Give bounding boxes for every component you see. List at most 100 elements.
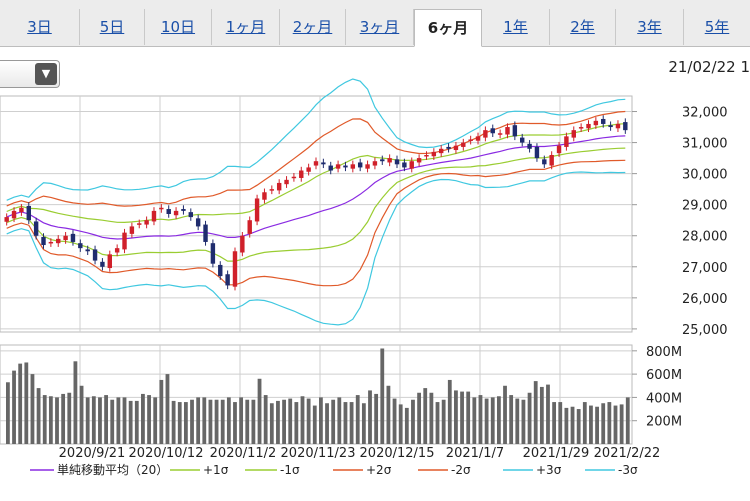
candle-body (284, 179, 289, 185)
candle-body (107, 254, 112, 269)
candle-body (100, 261, 105, 267)
volume-bar (312, 405, 317, 444)
candle-body (306, 167, 311, 172)
tab-2-years[interactable]: 2年 (550, 9, 616, 45)
tab-3-months[interactable]: 3ヶ月 (346, 9, 414, 45)
candle-body (623, 122, 628, 131)
price-tick-label: 26,000 (682, 292, 728, 307)
volume-bar (196, 397, 201, 444)
volume-bar (257, 378, 262, 444)
legend-label: +2σ (366, 463, 392, 477)
candle-body (549, 155, 554, 166)
price-plot-frame (0, 95, 633, 333)
candle-body (350, 164, 356, 169)
candle-body (601, 118, 606, 124)
indicator-select[interactable]: ▼ (0, 60, 60, 88)
volume-bar (521, 399, 526, 444)
volume-bar (582, 402, 587, 444)
legend-label: -3σ (618, 463, 638, 477)
volume-bar (386, 385, 391, 444)
candlesticks (4, 115, 628, 291)
tab-1-year[interactable]: 1年 (482, 9, 550, 45)
candle-body (424, 155, 429, 157)
legend-label: -2σ (451, 463, 471, 477)
volume-bar (183, 402, 188, 444)
candle-body (218, 264, 223, 277)
volume-bar (484, 398, 489, 444)
volume-bar (239, 397, 244, 444)
volume-bar (18, 363, 23, 444)
volume-bar (380, 348, 385, 444)
volume-bar (361, 403, 366, 444)
candle-body (468, 139, 473, 141)
legend-label: +3σ (536, 463, 562, 477)
tab-3-days[interactable]: 3日 (0, 9, 80, 45)
candle-body (240, 235, 245, 253)
tab-3-years[interactable]: 3年 (616, 9, 684, 45)
candle-body (122, 232, 127, 250)
date-tick-label: 2020/9/21 (59, 446, 126, 461)
candle-body (578, 127, 584, 129)
tab-10-days[interactable]: 10日 (145, 9, 212, 45)
volume-bar (435, 402, 440, 444)
volume-bar (496, 396, 501, 444)
date-tick-label: 2020/11/23 (281, 446, 356, 461)
volume-bar (30, 374, 35, 444)
volume-bar (601, 403, 606, 444)
volume-bar (515, 398, 520, 444)
tab-5-days[interactable]: 5日 (80, 9, 145, 45)
candle-body (343, 165, 348, 168)
date-tick-label: 2021/2/22 (594, 446, 661, 461)
tab-2-months[interactable]: 2ヶ月 (280, 9, 346, 45)
date-tick-label: 2020/12/15 (360, 446, 435, 461)
volume-bar (576, 409, 581, 444)
volume-bar (165, 374, 170, 444)
volume-bar (269, 403, 274, 444)
plus-3-sigma-line (6, 78, 626, 201)
price-tick-label: 31,000 (682, 137, 728, 152)
candle-body (461, 142, 466, 147)
volume-bar (306, 398, 311, 444)
volume-bar (564, 407, 569, 444)
candle-body (19, 207, 24, 213)
date-tick-label: 2020/10/12 (129, 446, 204, 461)
candle-body (173, 210, 179, 216)
volume-bar (558, 402, 563, 444)
minus-3-sigma-line (6, 171, 626, 326)
volume-bar (42, 395, 47, 444)
volume-bar (55, 397, 59, 444)
candle-body (11, 210, 17, 219)
volume-bar (392, 398, 397, 444)
candle-body (483, 130, 488, 138)
tab-5-years[interactable]: 5年 (704, 18, 730, 36)
volume-bar (619, 404, 624, 444)
volume-bar (454, 390, 458, 444)
price-tick-label: 25,000 (682, 323, 728, 338)
candle-body (195, 218, 201, 227)
candle-body (586, 123, 591, 129)
volume-bar (337, 397, 342, 444)
volume-bar (104, 395, 109, 444)
candle-body (453, 145, 459, 151)
volume-bar (398, 404, 403, 444)
volume-bar (411, 399, 415, 444)
candle-body (269, 189, 275, 191)
candle-body (85, 249, 90, 252)
volume-bar (429, 392, 434, 444)
candle-body (512, 125, 518, 137)
price-grid (0, 95, 633, 333)
candle-body (203, 224, 208, 242)
volume-bar (159, 379, 164, 444)
candle-body (357, 162, 363, 168)
volume-bar (595, 406, 599, 444)
chevron-down-icon[interactable]: ▼ (35, 63, 57, 85)
legend: 単純移動平均（20） +1σ -1σ +2σ -2σ +3σ -3σ (30, 463, 638, 477)
volume-bar (202, 397, 207, 444)
volume-bar (503, 385, 507, 444)
tab-1-month[interactable]: 1ヶ月 (212, 9, 280, 45)
candle-body (70, 233, 76, 242)
volume-bar (122, 397, 127, 444)
volume-bar (625, 397, 630, 444)
tab-6-months[interactable]: 6ヶ月 (414, 9, 482, 47)
